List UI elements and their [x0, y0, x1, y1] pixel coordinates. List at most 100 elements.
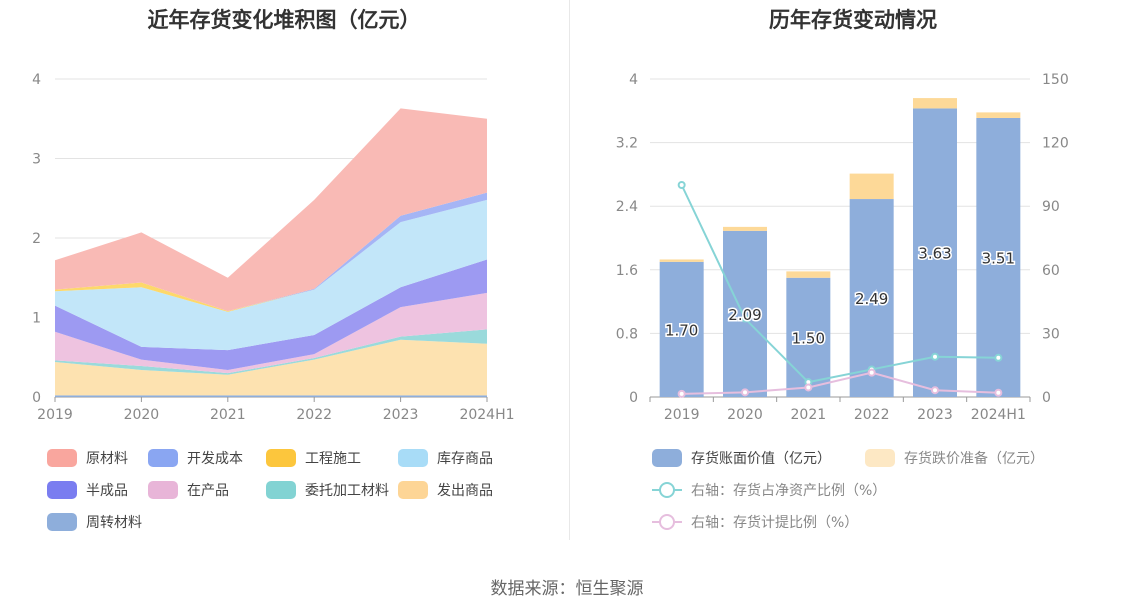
- area-series: [55, 192, 487, 312]
- area-series: [55, 329, 487, 375]
- panel-divider: [569, 0, 570, 540]
- legend-item[interactable]: 存货跌价准备（亿元）: [865, 448, 1044, 468]
- line-point: [994, 388, 1003, 397]
- bar-book-value: [786, 277, 831, 397]
- data-source: 数据来源：恒生聚源: [490, 579, 644, 599]
- legend-swatch: [652, 449, 682, 467]
- area-series: [55, 292, 487, 374]
- legend-swatch: [148, 449, 178, 467]
- bar-impairment: [659, 259, 704, 262]
- x-tick-label: 2020: [727, 407, 763, 423]
- legend-label: 右轴：存货占净资产比例（%）: [691, 483, 887, 499]
- y-right-tick-label: 120: [1042, 136, 1069, 152]
- legend-item[interactable]: 委托加工材料: [266, 480, 389, 500]
- legend-item[interactable]: 发出商品: [398, 480, 493, 500]
- legend-label: 发出商品: [437, 483, 493, 499]
- legend-item[interactable]: 开发成本: [148, 448, 243, 468]
- bar-value-label: 3.51: [982, 249, 1015, 267]
- legend-label: 存货跌价准备（亿元）: [904, 451, 1044, 467]
- line-point: [741, 314, 749, 323]
- line-point: [994, 353, 1003, 362]
- legend-label: 库存商品: [437, 451, 493, 467]
- bar-impairment: [786, 271, 831, 278]
- legend-label: 周转材料: [86, 515, 142, 531]
- legend-swatch: [47, 449, 77, 467]
- bar-value-label: 3.63: [918, 245, 951, 263]
- y-left-tick-label: 4: [629, 72, 638, 88]
- y-left-tick-label: 0: [629, 390, 638, 406]
- y-right-tick-label: 30: [1042, 326, 1060, 342]
- legend-swatch: [398, 449, 428, 467]
- legend-label: 右轴：存货计提比例（%）: [691, 515, 859, 531]
- bar-value-label: 2.09: [728, 306, 761, 324]
- legend-label: 半成品: [86, 483, 128, 499]
- legend-label: 工程施工: [305, 451, 361, 467]
- bar-book-value: [849, 199, 894, 397]
- legend-item[interactable]: 工程施工: [266, 448, 361, 468]
- line-provision-ratio: [681, 371, 999, 395]
- legend-swatch: [652, 481, 682, 499]
- y-left-tick-label: 3.2: [616, 136, 638, 152]
- left-chart-title: 近年存货变化堆积图（亿元）: [147, 8, 421, 32]
- x-tick-label: 2023: [917, 407, 953, 423]
- legend-swatch: [652, 513, 682, 531]
- legend-item[interactable]: 半成品: [47, 480, 128, 500]
- legend-item[interactable]: 存货账面价值（亿元）: [652, 448, 831, 468]
- y-tick-label: 3: [32, 152, 41, 168]
- legend-item[interactable]: 右轴：存货占净资产比例（%）: [652, 480, 886, 500]
- y-right-tick-label: 60: [1042, 263, 1060, 279]
- line-point: [741, 388, 749, 397]
- bar-value-label: 2.49: [855, 290, 888, 308]
- x-tick-label: 2020: [124, 407, 160, 423]
- legend-swatch: [47, 481, 77, 499]
- line-point: [804, 383, 813, 392]
- x-tick-label: 2022: [854, 407, 890, 423]
- legend-item[interactable]: 在产品: [148, 480, 229, 500]
- y-tick-label: 2: [32, 231, 41, 247]
- area-series: [55, 339, 487, 396]
- x-tick-label: 2022: [296, 407, 332, 423]
- bar-line-chart: 0 0.8 1.6 2.4 3.2 4 0 30 60 90 120 150 2019 2020 2021 2…: [616, 72, 1069, 423]
- y-left-tick-label: 2.4: [616, 199, 638, 215]
- bar-impairment: [723, 226, 767, 231]
- x-tick-label: 2019: [664, 407, 700, 423]
- x-tick-label: 2024H1: [971, 407, 1026, 423]
- legend-label: 原材料: [86, 451, 128, 467]
- bar-book-value: [723, 230, 767, 397]
- x-tick-label: 2023: [383, 407, 419, 423]
- line-point: [677, 181, 686, 189]
- legend-label: 存货账面价值（亿元）: [691, 451, 831, 467]
- legend-label: 开发成本: [187, 451, 243, 467]
- area-series: [55, 259, 487, 370]
- x-tick-label: 2024H1: [459, 407, 514, 423]
- legend-swatch: [266, 449, 296, 467]
- bar-value-label: 1.70: [665, 321, 698, 339]
- stacked-area-panel: 近年存货变化堆积图（亿元） 0 1 2 3 4 2019 2020 2021 2022 2023 2…: [0, 0, 568, 560]
- line-asset-ratio: [680, 184, 999, 384]
- y-right-tick-label: 0: [1042, 390, 1051, 406]
- legend-label: 在产品: [187, 483, 229, 499]
- legend-swatch: [47, 513, 77, 531]
- line-point: [867, 368, 876, 377]
- y-right-tick-label: 150: [1042, 72, 1069, 88]
- legend-item[interactable]: 原材料: [47, 448, 128, 468]
- y-left-tick-label: 0.8: [616, 326, 638, 342]
- bar-book-value: [659, 261, 704, 397]
- bar-impairment: [976, 112, 1021, 118]
- x-tick-label: 2021: [791, 407, 827, 423]
- area-series: [55, 199, 487, 351]
- y-tick-label: 1: [32, 311, 41, 327]
- y-tick-label: 0: [32, 390, 41, 406]
- legend-swatch: [266, 481, 296, 499]
- stacked-area-chart: 0 1 2 3 4 2019 2020 2021 2022 2023 2024H1: [32, 72, 514, 423]
- bar-book-value: [913, 108, 957, 397]
- x-tick-label: 2021: [210, 407, 246, 423]
- line-point: [931, 352, 939, 361]
- legend-item[interactable]: 周转材料: [47, 512, 142, 532]
- y-tick-label: 4: [32, 72, 41, 88]
- area-series: [55, 395, 487, 397]
- legend-item[interactable]: 右轴：存货计提比例（%）: [652, 512, 858, 532]
- bar-value-label: 1.50: [792, 329, 825, 347]
- legend-swatch: [865, 449, 895, 467]
- legend-item[interactable]: 库存商品: [398, 448, 493, 468]
